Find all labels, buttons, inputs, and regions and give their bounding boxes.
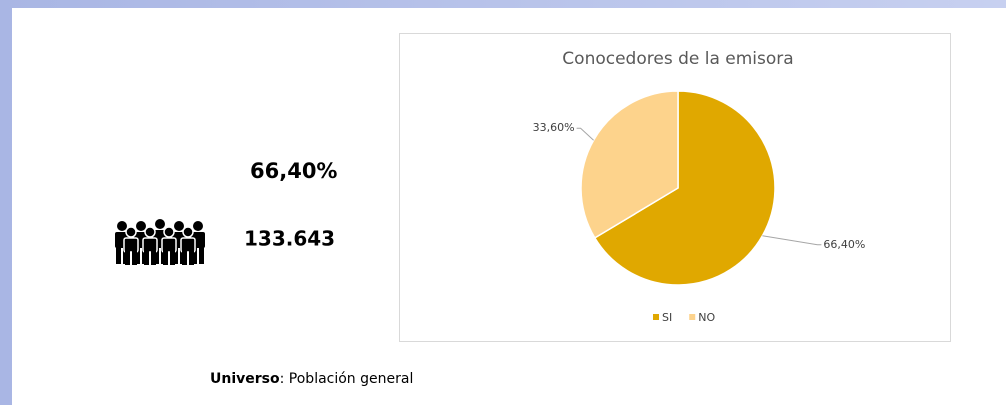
legend-swatch <box>653 314 659 320</box>
footer-text: : Población general <box>280 371 414 387</box>
leader-line <box>762 235 822 246</box>
chart-title: Conocedores de la emisora <box>562 49 793 69</box>
legend-label: SI <box>662 311 672 324</box>
data-label: 66,40% <box>823 238 865 251</box>
pie-slice <box>593 90 776 286</box>
data-label: 33,60% <box>533 121 575 134</box>
stat-count: 133.643 <box>244 227 335 251</box>
legend-label: NO <box>698 311 715 324</box>
pie-slice <box>580 90 679 239</box>
footer-label: Universo <box>210 371 280 387</box>
people-icon <box>115 219 205 265</box>
footer: Universo: Población general <box>210 371 413 387</box>
legend-swatch <box>689 314 696 320</box>
leader-line <box>576 127 594 141</box>
stat-percent: 66,40% <box>250 159 337 183</box>
